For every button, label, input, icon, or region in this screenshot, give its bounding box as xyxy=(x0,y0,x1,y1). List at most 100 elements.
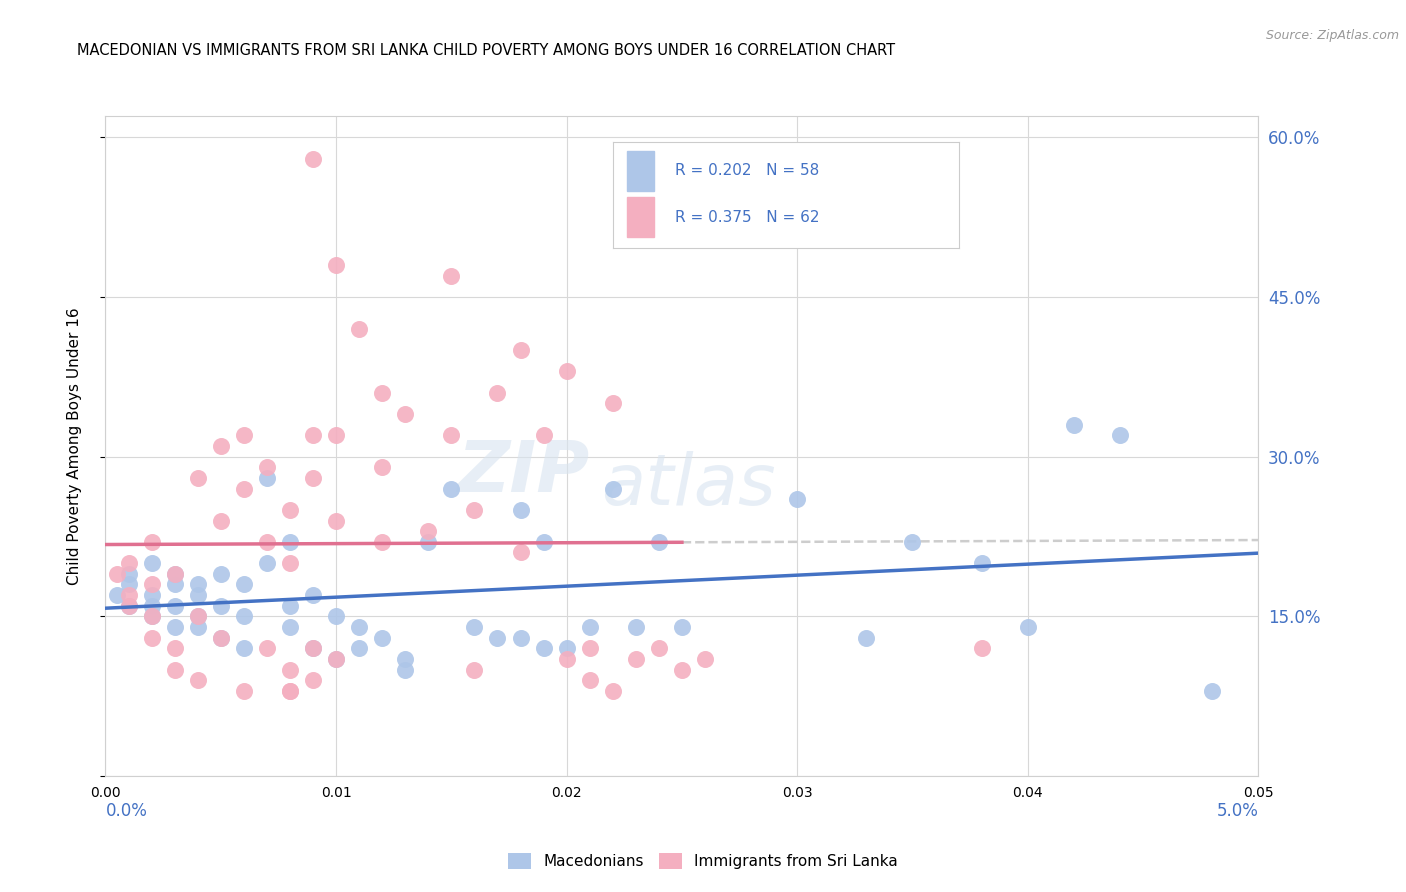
Point xyxy=(440,482,463,496)
Point xyxy=(141,609,163,624)
Point xyxy=(1201,684,1223,698)
Point xyxy=(394,652,416,666)
Point xyxy=(555,652,578,666)
Point xyxy=(624,652,647,666)
Point xyxy=(278,534,301,549)
Point xyxy=(302,588,325,602)
Text: ZIP: ZIP xyxy=(457,438,589,507)
Text: 5.0%: 5.0% xyxy=(1216,802,1258,820)
Point xyxy=(141,556,163,570)
Point xyxy=(463,663,485,677)
Point xyxy=(209,631,232,645)
Point xyxy=(232,641,254,656)
Point xyxy=(970,556,993,570)
Point xyxy=(394,663,416,677)
Point xyxy=(302,641,325,656)
Point xyxy=(509,503,531,517)
Point xyxy=(486,385,509,400)
Point xyxy=(117,588,139,602)
Point xyxy=(1063,417,1085,432)
Point xyxy=(232,482,254,496)
Point xyxy=(117,566,139,581)
Point xyxy=(371,460,394,475)
Point xyxy=(141,609,163,624)
Point xyxy=(105,588,128,602)
Point xyxy=(578,620,600,634)
Point xyxy=(187,471,209,485)
Point xyxy=(509,343,531,358)
Point xyxy=(209,514,232,528)
Point xyxy=(671,620,693,634)
Point xyxy=(463,620,485,634)
Point xyxy=(693,652,716,666)
Point xyxy=(187,620,209,634)
Point xyxy=(855,631,877,645)
Point xyxy=(232,609,254,624)
Point xyxy=(418,524,440,538)
Point xyxy=(187,609,209,624)
Point xyxy=(141,588,163,602)
Point xyxy=(163,566,186,581)
Point xyxy=(486,631,509,645)
Point xyxy=(648,641,671,656)
Point xyxy=(163,641,186,656)
Point xyxy=(578,673,600,688)
Point xyxy=(970,641,993,656)
Point xyxy=(394,407,416,421)
Point xyxy=(232,428,254,442)
Point xyxy=(302,428,325,442)
Point xyxy=(302,152,325,166)
Point xyxy=(256,556,278,570)
Point xyxy=(117,556,139,570)
Point xyxy=(256,534,278,549)
Y-axis label: Child Poverty Among Boys Under 16: Child Poverty Among Boys Under 16 xyxy=(67,307,82,585)
Point xyxy=(163,663,186,677)
Point xyxy=(278,599,301,613)
Point xyxy=(117,599,139,613)
Point xyxy=(347,322,370,336)
Point xyxy=(602,396,624,410)
Point xyxy=(278,503,301,517)
Text: Source: ZipAtlas.com: Source: ZipAtlas.com xyxy=(1265,29,1399,42)
Point xyxy=(418,534,440,549)
Point xyxy=(278,556,301,570)
Point xyxy=(141,577,163,591)
Point xyxy=(555,364,578,378)
Point xyxy=(256,471,278,485)
Point xyxy=(901,534,924,549)
Point xyxy=(117,577,139,591)
Point xyxy=(555,641,578,656)
Point xyxy=(209,631,232,645)
Point xyxy=(325,609,347,624)
Point xyxy=(325,652,347,666)
Point xyxy=(371,385,394,400)
Point xyxy=(533,534,555,549)
Point xyxy=(786,492,808,507)
Point xyxy=(602,684,624,698)
Point xyxy=(187,609,209,624)
Point xyxy=(163,599,186,613)
Point xyxy=(602,482,624,496)
Point xyxy=(163,620,186,634)
Point xyxy=(209,566,232,581)
Point xyxy=(278,620,301,634)
Point xyxy=(278,684,301,698)
Point xyxy=(533,641,555,656)
Point xyxy=(509,631,531,645)
Point xyxy=(509,545,531,559)
Point xyxy=(141,599,163,613)
Point xyxy=(163,577,186,591)
Point xyxy=(347,620,370,634)
Point xyxy=(117,599,139,613)
Point xyxy=(533,428,555,442)
Point xyxy=(1109,428,1132,442)
Text: MACEDONIAN VS IMMIGRANTS FROM SRI LANKA CHILD POVERTY AMONG BOYS UNDER 16 CORREL: MACEDONIAN VS IMMIGRANTS FROM SRI LANKA … xyxy=(77,43,896,58)
Point xyxy=(325,258,347,272)
Text: atlas: atlas xyxy=(602,451,776,520)
Point xyxy=(371,631,394,645)
Point xyxy=(463,503,485,517)
Point xyxy=(278,663,301,677)
Point xyxy=(325,514,347,528)
Point xyxy=(1017,620,1039,634)
Point xyxy=(578,641,600,656)
